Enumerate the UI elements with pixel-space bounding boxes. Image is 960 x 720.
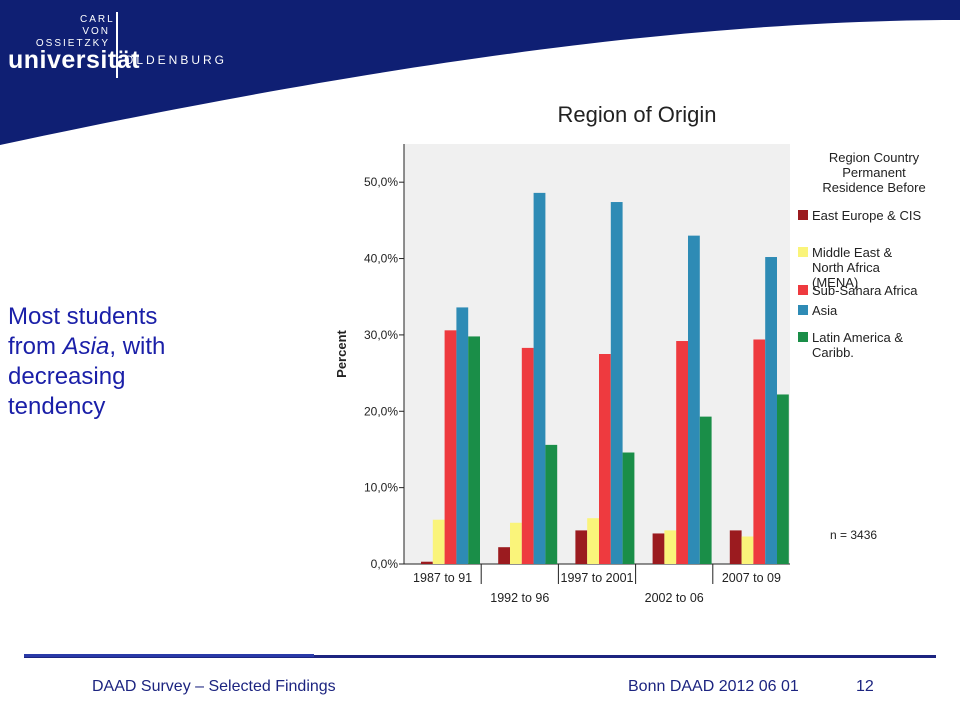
logo-university: universität [8, 46, 140, 74]
legend-title: Region Country [829, 150, 920, 165]
bar [777, 394, 789, 564]
bar [699, 416, 712, 564]
legend-swatch [798, 305, 808, 315]
logo-line-ossietzky: OSSIETZKY [35, 38, 110, 49]
header-background [0, 0, 960, 145]
legend-label: Middle East & [812, 245, 893, 260]
legend-label: East Europe & CIS [812, 208, 921, 223]
bar [765, 257, 777, 564]
bar [622, 452, 635, 564]
bar [729, 530, 742, 564]
bar [510, 522, 522, 564]
summary-line-3: decreasing [8, 363, 126, 390]
region-of-origin-chart: Region of Origin 0,0% 10,0% 20,0% 30,0% 40,0%… [322, 96, 960, 616]
x-tick-label: 1992 to 96 [490, 591, 549, 605]
bar [676, 341, 688, 564]
y-tick-label: 10,0% [364, 481, 398, 495]
university-logo: CARL VON OSSIETZKY universität OLDENBURG [0, 0, 260, 100]
summary-text: Most students from Asia, with decreasing… [8, 302, 238, 422]
bar [533, 192, 546, 564]
bar [599, 354, 611, 564]
legend-swatch [798, 210, 808, 220]
summary-line-1: Most students [8, 303, 158, 330]
x-tick-label: 1997 to 2001 [561, 571, 634, 585]
legend-label: Asia [812, 303, 838, 318]
footer-divider-accent [24, 654, 314, 657]
bar [587, 518, 599, 564]
legend-swatch [798, 285, 808, 295]
bar [610, 202, 623, 564]
legend-title: Permanent [842, 165, 906, 180]
bar [575, 530, 588, 564]
legend-label: Latin America & [812, 330, 903, 345]
x-tick-label: 2007 to 09 [722, 571, 781, 585]
legend-swatch [798, 332, 808, 342]
bar [521, 347, 534, 564]
header-banner: CARL VON OSSIETZKY universität OLDENBURG [0, 0, 960, 150]
bar [652, 533, 665, 564]
sample-size-annotation: n = 3436 [830, 528, 877, 542]
legend-label: Sub-Sahara Africa [812, 283, 918, 298]
legend-swatch [798, 247, 808, 257]
logo-line-carl: CARL [80, 14, 115, 25]
bar [741, 536, 754, 564]
legend-label: North Africa [812, 260, 881, 275]
legend-label: (MENA) [812, 275, 858, 290]
bar [664, 530, 677, 564]
summary-line-2-post: , with [109, 333, 166, 360]
logo-line-von: VON [82, 26, 110, 37]
summary-line-2: from Asia, with [8, 332, 238, 362]
bar [444, 330, 457, 564]
x-tick-label: 1987 to 91 [413, 571, 472, 585]
summary-emphasis-asia: Asia [62, 333, 110, 360]
y-axis-label: Percent [334, 329, 349, 377]
y-tick-label: 20,0% [364, 404, 398, 418]
page-number: 12 [856, 678, 874, 695]
y-tick-label: 50,0% [364, 175, 398, 189]
bar [498, 547, 510, 564]
summary-line-2-pre: from [8, 333, 63, 360]
bar [545, 444, 558, 564]
y-tick-label: 40,0% [364, 252, 398, 266]
bar [432, 519, 445, 564]
footer-title: DAAD Survey – Selected Findings [92, 678, 336, 695]
logo-divider [116, 12, 118, 78]
chart-svg: Region of Origin 0,0% 10,0% 20,0% 30,0% 40,0%… [334, 102, 926, 605]
logo-city: OLDENBURG [124, 53, 228, 67]
y-tick-label: 30,0% [364, 328, 398, 342]
legend-title: Residence Before [822, 180, 925, 195]
legend-label: Caribb. [812, 345, 854, 360]
x-tick-label: 2002 to 06 [645, 591, 704, 605]
bar [468, 336, 480, 564]
bar [421, 561, 433, 564]
bar [456, 307, 469, 564]
y-tick-label: 0,0% [371, 557, 399, 571]
chart-title: Region of Origin [558, 102, 717, 127]
bar [688, 235, 700, 565]
bar [753, 339, 766, 564]
footer-divider [24, 654, 936, 658]
footer-date: Bonn DAAD 2012 06 01 [628, 678, 799, 695]
summary-line-4: tendency [8, 393, 106, 420]
